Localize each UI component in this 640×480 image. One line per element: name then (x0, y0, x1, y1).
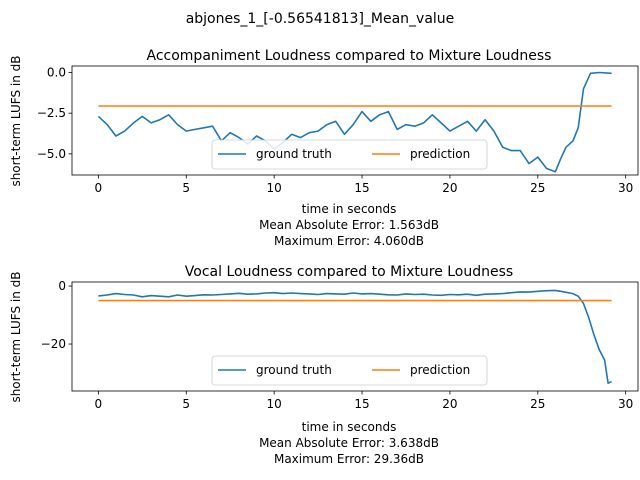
legend-label-prediction: prediction (410, 363, 470, 377)
y-tick-label: −20 (41, 337, 66, 351)
x-tick-label: 10 (267, 181, 282, 195)
legend-label-ground-truth: ground truth (256, 147, 332, 161)
plot-lines (98, 289, 612, 385)
x-tick-label: 0 (95, 181, 103, 195)
chart-title: Accompaniment Loudness compared to Mixtu… (147, 48, 552, 64)
plot-frame (71, 281, 639, 392)
x-tick-label: 25 (530, 397, 545, 411)
x-tick-label: 20 (442, 181, 457, 195)
x-tick-label: 15 (354, 181, 369, 195)
x-tick-label: 5 (182, 181, 190, 195)
x-tick-label: 10 (267, 397, 282, 411)
legend-label-ground-truth: ground truth (256, 363, 332, 377)
accompaniment-chart: Accompaniment Loudness compared to Mixtu… (9, 48, 639, 248)
max-error-note: Maximum Error: 4.060dB (274, 234, 424, 248)
series-line-ground-truth (97, 71, 612, 173)
legend-box (211, 139, 488, 170)
vocal-chart: Vocal Loudness compared to Mixture Loudn… (9, 264, 639, 466)
x-tick-label: 5 (182, 397, 190, 411)
y-tick-label: 0.0 (47, 66, 66, 80)
legend-box (211, 355, 488, 386)
chart-title: Vocal Loudness compared to Mixture Loudn… (185, 264, 513, 280)
legend: ground truth prediction (211, 355, 488, 386)
y-tick-label: −2.5 (37, 106, 66, 120)
figure-suptitle: abjones_1_[-0.56541813]_Mean_value (186, 11, 455, 27)
mae-note: Mean Absolute Error: 3.638dB (259, 436, 439, 450)
y-tick-label: 0 (58, 279, 66, 293)
axis-ticks: 0 5 10 15 20 25 30 0.0 −2.5 −5.0 (37, 66, 633, 195)
y-axis-label: short-term LUFS in dB (9, 55, 23, 186)
series-line-ground-truth (98, 289, 612, 385)
plot-lines (97, 71, 612, 173)
x-tick-label: 25 (530, 181, 545, 195)
y-axis-label: short-term LUFS in dB (9, 271, 23, 402)
max-error-note: Maximum Error: 29.36dB (274, 452, 424, 466)
x-tick-label: 20 (442, 397, 457, 411)
x-axis-label: time in seconds (302, 420, 397, 434)
mae-note: Mean Absolute Error: 1.563dB (259, 218, 439, 232)
legend: ground truth prediction (211, 139, 488, 170)
y-tick-label: −5.0 (37, 147, 66, 161)
x-tick-label: 15 (354, 397, 369, 411)
legend-label-prediction: prediction (410, 147, 470, 161)
axis-ticks: 0 5 10 15 20 25 30 0 −20 (41, 279, 634, 411)
x-tick-label: 30 (618, 181, 633, 195)
x-tick-label: 30 (618, 397, 633, 411)
x-axis-label: time in seconds (302, 202, 397, 216)
x-tick-label: 0 (95, 397, 103, 411)
plot-frame (71, 65, 639, 176)
